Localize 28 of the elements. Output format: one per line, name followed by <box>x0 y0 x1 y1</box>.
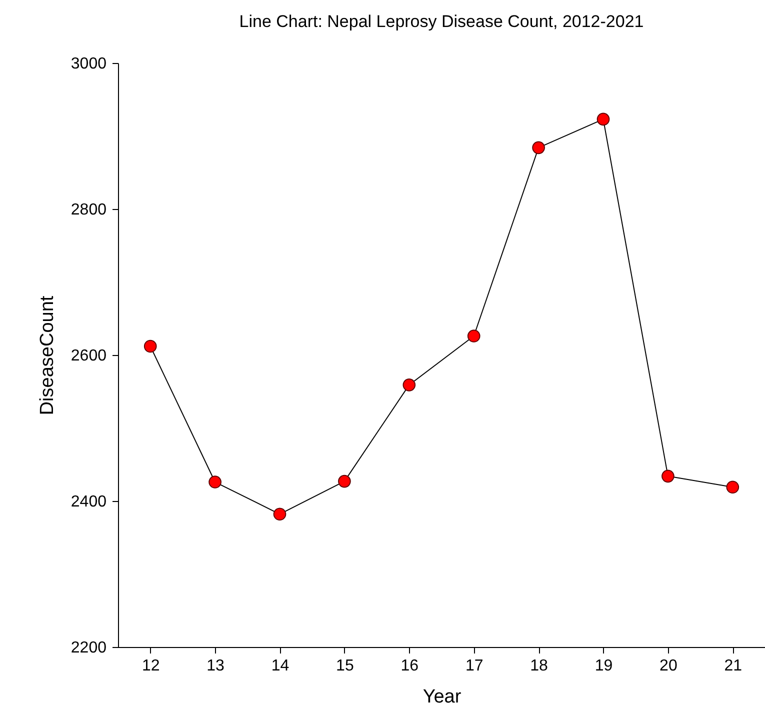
y-tick-label: 2600 <box>70 348 107 364</box>
x-axis-title: Year <box>422 686 462 708</box>
x-tick-label: 19 <box>594 658 613 674</box>
y-tick-label: 2800 <box>70 202 107 218</box>
x-tick-label: 18 <box>530 658 548 674</box>
x-tick-label: 12 <box>142 658 160 674</box>
x-tick-label: 13 <box>206 658 225 674</box>
y-axis-title: DiseaseCount <box>36 295 58 416</box>
point <box>662 470 674 483</box>
point <box>208 476 222 488</box>
point <box>532 141 545 154</box>
y-tick-label: 2400 <box>70 494 107 510</box>
point <box>402 378 416 392</box>
point <box>338 474 351 488</box>
y-tick-label: 2200 <box>70 640 107 656</box>
x-tick-label: 20 <box>660 658 678 674</box>
x-tick-label: 15 <box>336 658 354 674</box>
y-tick-label: 3000 <box>70 56 107 72</box>
x-tick-label: 14 <box>271 658 290 674</box>
point <box>273 508 286 521</box>
point <box>144 340 157 353</box>
chart-title: Line Chart: Nepal Leprosy Disease Count, 2012-2021 <box>239 12 644 31</box>
point <box>596 112 610 126</box>
x-tick-label: 17 <box>465 658 484 674</box>
point <box>726 480 740 494</box>
point <box>467 330 480 342</box>
x-tick-label: 21 <box>724 658 742 674</box>
x-tick-label: 16 <box>400 658 419 674</box>
